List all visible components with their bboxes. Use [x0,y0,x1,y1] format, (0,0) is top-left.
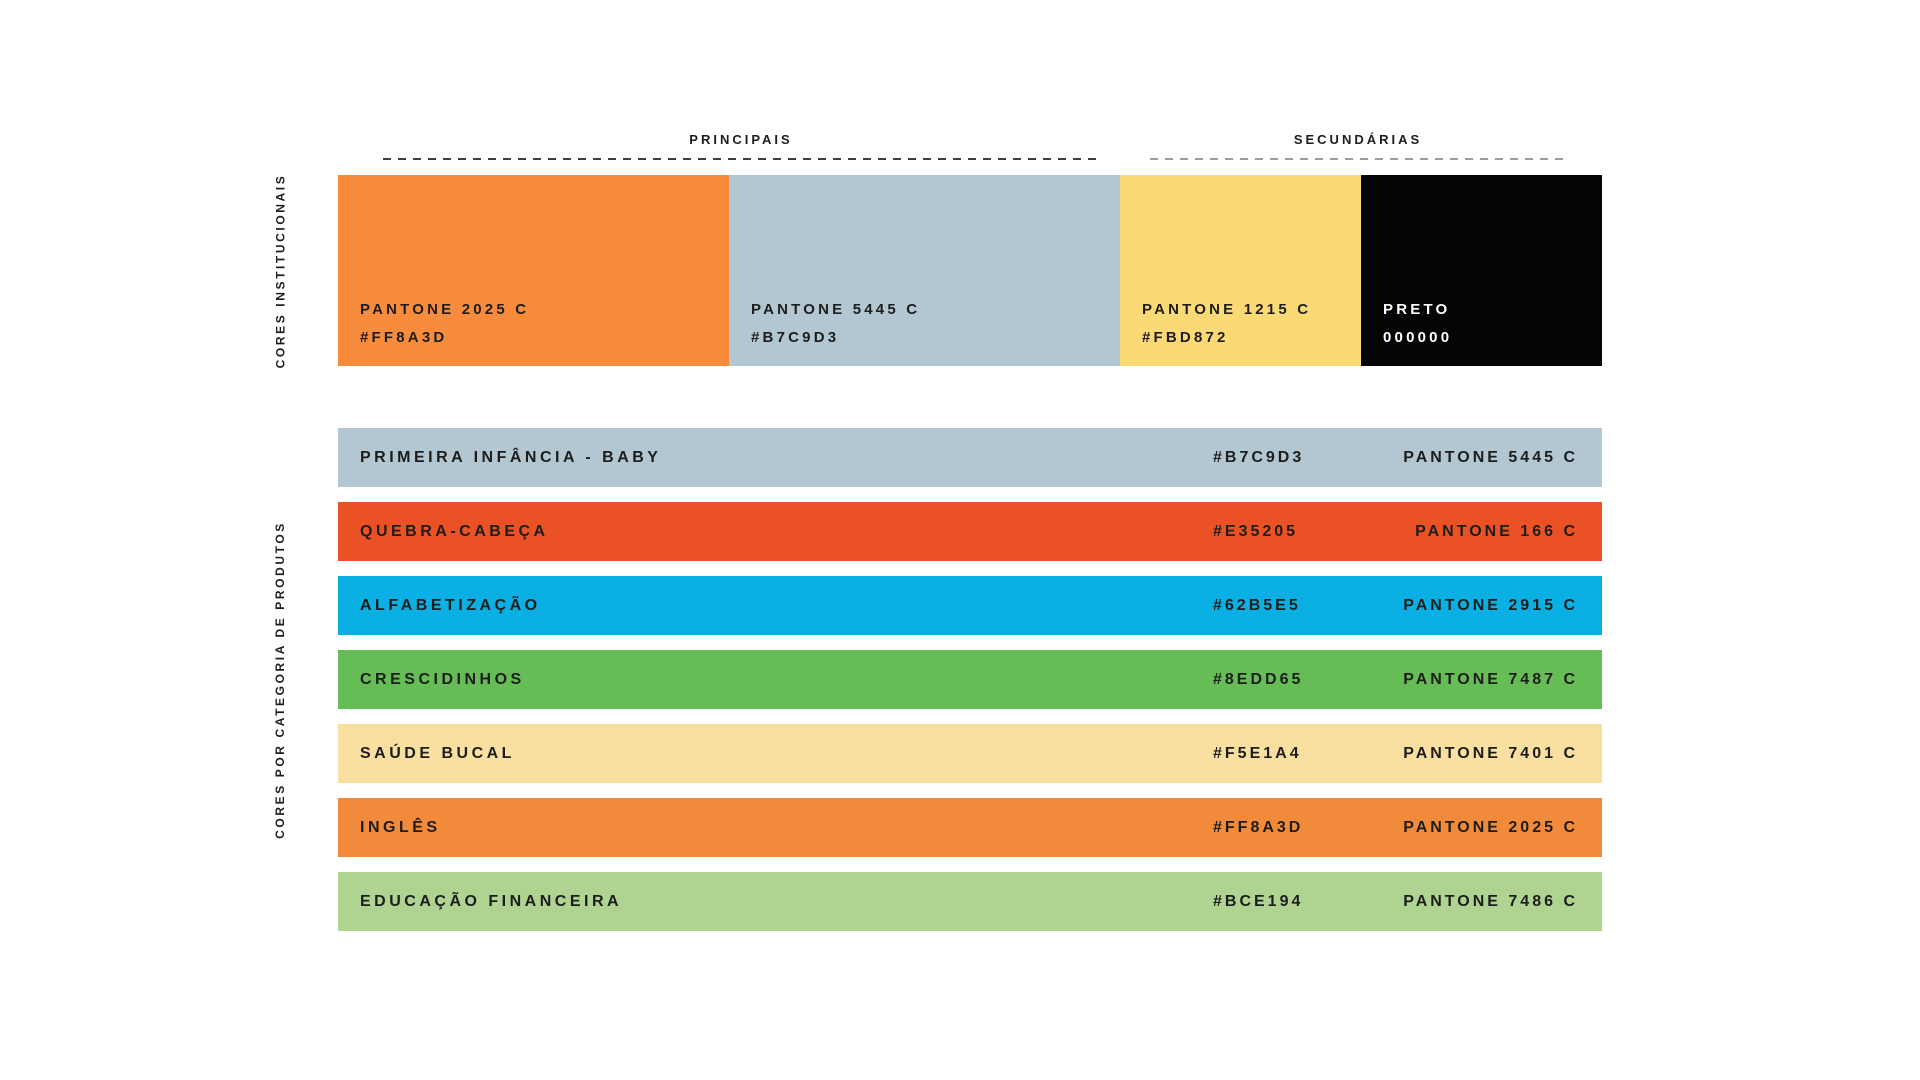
swatch-name: PRETO [1383,301,1451,318]
divider-principais [383,158,1099,160]
category-pantone: PANTONE 5445 C [1403,448,1578,466]
category-hex: #8EDD65 [1213,670,1304,688]
category-name: CRESCIDINHOS [360,670,525,688]
swatch-hex: #FF8A3D [360,329,448,346]
swatch-name: PANTONE 1215 C [1142,301,1312,318]
swatch-hex: 000000 [1383,329,1453,346]
category-bar-crescidinhos: CRESCIDINHOS #8EDD65 PANTONE 7487 C [338,650,1602,709]
section-label-institucionais-wrap: CORES INSTITUCIONAIS [248,173,312,368]
category-name: ALFABETIZAÇÃO [360,596,541,614]
swatch-labels: PANTONE 2025 C #FF8A3D [360,301,529,346]
category-name: SAÚDE BUCAL [360,744,515,762]
category-bar-list: PRIMEIRA INFÂNCIA - BABY #B7C9D3 PANTONE… [338,428,1602,946]
category-hex: #F5E1A4 [1213,744,1302,762]
category-pantone: PANTONE 7486 C [1403,892,1578,910]
swatch-pantone-1215c: PANTONE 1215 C #FBD872 [1120,175,1361,366]
category-bar-quebra-cabeca: QUEBRA-CABEÇA #E35205 PANTONE 166 C [338,502,1602,561]
swatch-pantone-5445c: PANTONE 5445 C #B7C9D3 [729,175,1120,366]
category-name: EDUCAÇÃO FINANCEIRA [360,892,623,910]
group-header-secundarias: SECUNDÁRIAS [1293,132,1423,147]
category-pantone: PANTONE 2915 C [1403,596,1578,614]
category-hex: #B7C9D3 [1213,448,1305,466]
category-bar-alfabetizacao: ALFABETIZAÇÃO #62B5E5 PANTONE 2915 C [338,576,1602,635]
category-pantone: PANTONE 7487 C [1403,670,1578,688]
swatch-hex: #B7C9D3 [751,329,840,346]
category-hex: #BCE194 [1213,892,1304,910]
swatch-name: PANTONE 5445 C [751,301,921,318]
swatch-labels: PRETO 000000 [1383,301,1452,346]
category-pantone: PANTONE 7401 C [1403,744,1578,762]
group-header-principais: PRINCIPAIS [689,132,793,147]
divider-secundarias [1150,158,1566,160]
category-hex: #E35205 [1213,522,1299,540]
category-bar-ingles: INGLÊS #FF8A3D PANTONE 2025 C [338,798,1602,857]
section-label-categorias-wrap: CORES POR CATEGORIA DE PRODUTOS [248,428,312,931]
category-hex: #FF8A3D [1213,818,1304,836]
category-name: PRIMEIRA INFÂNCIA - BABY [360,448,662,466]
section-label-categorias: CORES POR CATEGORIA DE PRODUTOS [273,520,287,839]
category-pantone: PANTONE 2025 C [1403,818,1578,836]
institutional-swatch-row: PANTONE 2025 C #FF8A3D PANTONE 5445 C #B… [338,175,1602,366]
section-label-institucionais: CORES INSTITUCIONAIS [273,173,287,368]
swatch-labels: PANTONE 5445 C #B7C9D3 [751,301,920,346]
swatch-hex: #FBD872 [1142,329,1229,346]
category-name: INGLÊS [360,818,441,836]
swatch-labels: PANTONE 1215 C #FBD872 [1142,301,1311,346]
swatch-preto: PRETO 000000 [1361,175,1602,366]
category-bar-educacao-financeira: EDUCAÇÃO FINANCEIRA #BCE194 PANTONE 7486… [338,872,1602,931]
category-name: QUEBRA-CABEÇA [360,522,549,540]
swatch-name: PANTONE 2025 C [360,301,530,318]
category-pantone: PANTONE 166 C [1415,522,1578,540]
category-hex: #62B5E5 [1213,596,1301,614]
swatch-pantone-2025c: PANTONE 2025 C #FF8A3D [338,175,729,366]
category-bar-saude-bucal: SAÚDE BUCAL #F5E1A4 PANTONE 7401 C [338,724,1602,783]
category-bar-primeira-infancia: PRIMEIRA INFÂNCIA - BABY #B7C9D3 PANTONE… [338,428,1602,487]
